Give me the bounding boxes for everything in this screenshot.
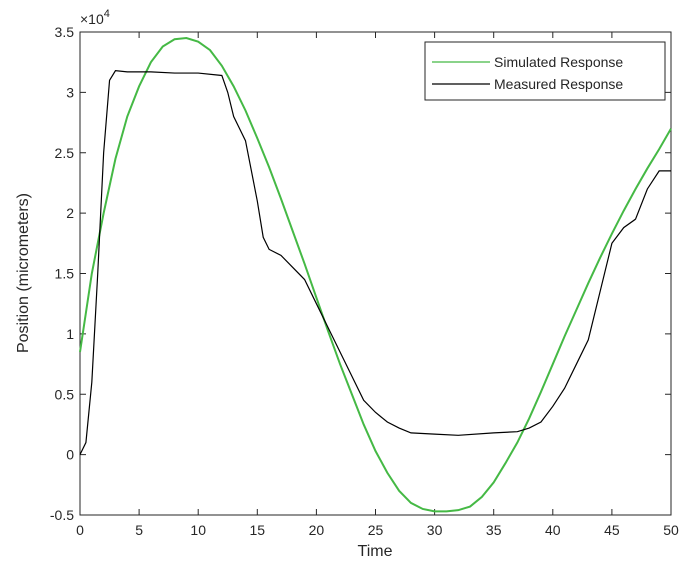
y-tick-label: 0.5: [55, 386, 75, 402]
y-tick-label: -0.5: [50, 507, 74, 523]
x-tick-label: 45: [604, 522, 620, 538]
y-tick-label: 1: [66, 326, 74, 342]
x-tick-label: 50: [663, 522, 679, 538]
data-line: [79, 70, 671, 455]
multiplier-base: ×10: [80, 11, 104, 27]
multiplier-exponent: 4: [104, 8, 110, 20]
legend-label: Measured Response: [494, 76, 623, 92]
x-tick-label: 25: [368, 522, 384, 538]
y-tick-label: 0: [66, 447, 74, 463]
x-tick-label: 0: [76, 522, 84, 538]
y-tick-label: 1.5: [55, 266, 75, 282]
data-line: [79, 37, 672, 513]
y-tick-label: 2: [66, 205, 74, 221]
x-tick-label: 10: [190, 522, 206, 538]
x-tick-label: 35: [486, 522, 502, 538]
y-tick-label: 2.5: [55, 145, 75, 161]
plot-area: [79, 31, 672, 516]
x-axis-label: Time: [358, 543, 393, 560]
legend-label: Simulated Response: [494, 54, 623, 70]
x-tick-label: 30: [427, 522, 443, 538]
y-axis-label: Position (micrometers): [15, 193, 32, 353]
y-multiplier: ×104: [80, 8, 110, 27]
x-tick-label: 5: [135, 522, 143, 538]
legend: Simulated Response Measured Response: [424, 41, 666, 101]
x-tick-label: 15: [250, 522, 266, 538]
x-tick-label: 20: [309, 522, 325, 538]
legend-box: [424, 41, 666, 101]
y-tick-label: 3.5: [55, 24, 75, 40]
x-tick-label: 40: [545, 522, 561, 538]
y-tick-label: 3: [66, 84, 74, 100]
